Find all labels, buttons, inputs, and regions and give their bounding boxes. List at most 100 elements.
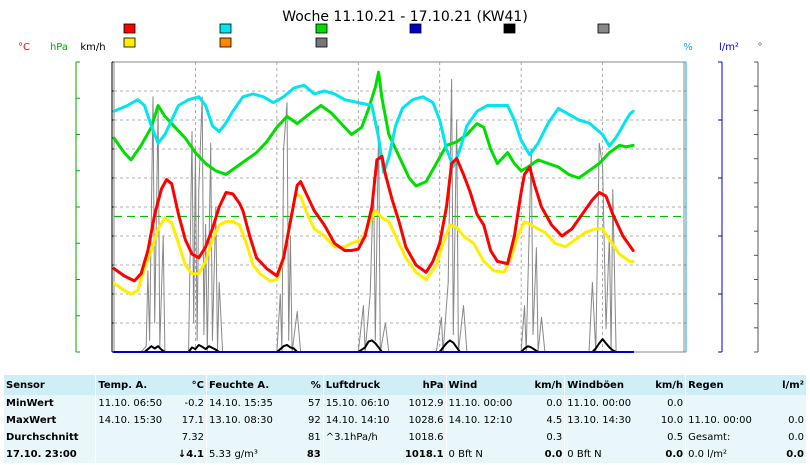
legend-item-7 <box>219 37 232 48</box>
stats-cell-time <box>685 395 768 412</box>
axis-unit-temp: °C <box>18 42 30 53</box>
chart-legend <box>123 23 610 48</box>
stats-cell-value: -0.2 <box>171 395 206 412</box>
legend-item-2 <box>315 23 328 34</box>
stats-cell-time: 11.10. 00:00 <box>685 412 768 429</box>
stats-cell-time: 11.10. 06:50 <box>95 395 172 412</box>
stats-header-humidity-unit: % <box>292 375 323 395</box>
stats-cell-time <box>564 429 641 446</box>
series-line-4 <box>113 78 634 353</box>
stats-cell-time: 0 Bft N <box>564 446 641 463</box>
stats-cell-value: 0.0 <box>521 446 565 463</box>
legend-swatch <box>219 37 232 48</box>
stats-cell-time: 0.0 l/m² <box>685 446 768 463</box>
stats-cell-time: 14.10. 14:10 <box>322 412 399 429</box>
stats-cell-value: 1012.9 <box>398 395 446 412</box>
stats-cell-time <box>206 429 293 446</box>
stats-cell-time: Gesamt: <box>685 429 768 446</box>
series-line-3 <box>112 70 635 188</box>
stats-row-label: MaxWert <box>4 412 96 429</box>
weekly-weather-chart: Woche 11.10.21 - 17.10.21 (KW41) °C hPa … <box>18 9 763 353</box>
stats-cell-time <box>95 446 172 463</box>
stats-cell-value <box>767 395 806 412</box>
statistics-panel: Sensor Temp. A. °C Feuchte A. % Luftdruc… <box>0 375 810 465</box>
legend-item-6 <box>123 37 136 48</box>
stats-cell-time <box>445 429 522 446</box>
stats-row-3: 17.10. 23:00 ↓4.1 5.33 g/m³ 83 1018.1 0 Bft N… <box>4 446 806 463</box>
legend-item-3 <box>409 23 422 34</box>
stats-cell-value: 0.0 <box>521 395 565 412</box>
stats-row-1: MaxWert 14.10. 15:30 17.1 13.10. 08:30 92 14.… <box>4 412 806 429</box>
stats-body: MinWert 11.10. 06:50 -0.2 14.10. 15:35 57 15.… <box>4 395 806 463</box>
stats-cell-time <box>95 429 172 446</box>
legend-item-1 <box>219 23 232 34</box>
stats-cell-value: 81 <box>292 429 323 446</box>
stats-header-gusts: Windböen <box>564 375 641 395</box>
chart-title: Woche 11.10.21 - 17.10.21 (KW41) <box>282 9 528 25</box>
legend-swatch <box>315 37 328 48</box>
legend-swatch <box>315 23 328 34</box>
stats-cell-value: 0.0 <box>767 412 806 429</box>
legend-item-5 <box>597 23 610 34</box>
legend-swatch <box>597 23 610 34</box>
stats-cell-time: 0 Bft N <box>445 446 522 463</box>
stats-cell-value: 0.3 <box>521 429 565 446</box>
stats-cell-value: 17.1 <box>171 412 206 429</box>
stats-cell-value: 92 <box>292 412 323 429</box>
stats-header-pressure: Luftdruck <box>322 375 399 395</box>
stats-row-label: 17.10. 23:00 <box>4 446 96 463</box>
stats-cell-time: 14.10. 12:10 <box>445 412 522 429</box>
stats-header-humidity: Feuchte A. <box>206 375 293 395</box>
legend-swatch <box>503 23 516 34</box>
stats-cell-time: 11.10. 00:00 <box>445 395 522 412</box>
stats-header-wind: Wind <box>445 375 522 395</box>
stats-header-rain: Regen <box>685 375 768 395</box>
plot-area <box>112 61 685 353</box>
stats-cell-time: 11.10. 00:00 <box>564 395 641 412</box>
axis-unit-wind: km/h <box>80 42 105 53</box>
axis-unit-direction: ° <box>758 42 763 53</box>
series-line-1 <box>112 192 635 296</box>
stats-row-0: MinWert 11.10. 06:50 -0.2 14.10. 15:35 57 15.… <box>4 395 806 412</box>
stats-cell-value: 1028.6 <box>398 412 446 429</box>
stats-header-pressure-unit: hPa <box>398 375 446 395</box>
stats-cell-value: 0.0 <box>640 446 686 463</box>
stats-cell-value: 0.0 <box>767 429 806 446</box>
stats-cell-value: 1018.6 <box>398 429 446 446</box>
stats-cell-value: 83 <box>292 446 323 463</box>
stats-cell-time: 14.10. 15:30 <box>95 412 172 429</box>
stats-row-label: MinWert <box>4 395 96 412</box>
stats-row-2: Durchschnitt 7.32 81 ^3.1hPa/h 1018.6 0.3 0.5 G… <box>4 429 806 446</box>
stats-cell-value: 0.0 <box>640 395 686 412</box>
legend-item-8 <box>315 37 328 48</box>
stats-cell-value: 4.5 <box>521 412 565 429</box>
legend-swatch <box>409 23 422 34</box>
axis-unit-rain: l/m² <box>719 42 739 53</box>
stats-header-gusts-unit: km/h <box>640 375 686 395</box>
stats-cell-time: 13.10. 08:30 <box>206 412 293 429</box>
legend-swatch <box>219 23 232 34</box>
statistics-table: Sensor Temp. A. °C Feuchte A. % Luftdruc… <box>4 375 806 463</box>
stats-header-wind-unit: km/h <box>521 375 565 395</box>
legend-swatch <box>123 37 136 48</box>
series-line-2 <box>112 83 635 174</box>
stats-header-row: Sensor Temp. A. °C Feuchte A. % Luftdruc… <box>4 375 806 395</box>
stats-cell-value: 0.5 <box>640 429 686 446</box>
legend-swatch <box>123 23 136 34</box>
stats-cell-value: 1018.1 <box>398 446 446 463</box>
stats-cell-value: 7.32 <box>171 429 206 446</box>
stats-cell-value: 0.0 <box>767 446 806 463</box>
series-line-0 <box>112 154 635 283</box>
stats-row-label: Durchschnitt <box>4 429 96 446</box>
legend-item-4 <box>503 23 516 34</box>
stats-header-temp-unit: °C <box>171 375 206 395</box>
stats-cell-time: ^3.1hPa/h <box>322 429 399 446</box>
stats-header-rain-unit: l/m² <box>767 375 806 395</box>
stats-cell-time: 15.10. 06:10 <box>322 395 399 412</box>
stats-header-temp: Temp. A. <box>95 375 172 395</box>
axis-unit-pressure: hPa <box>50 42 68 53</box>
stats-cell-time: 5.33 g/m³ <box>206 446 293 463</box>
axis-unit-humidity: % <box>683 42 693 53</box>
stats-cell-time: 13.10. 14:30 <box>564 412 641 429</box>
stats-cell-time: 14.10. 15:35 <box>206 395 293 412</box>
